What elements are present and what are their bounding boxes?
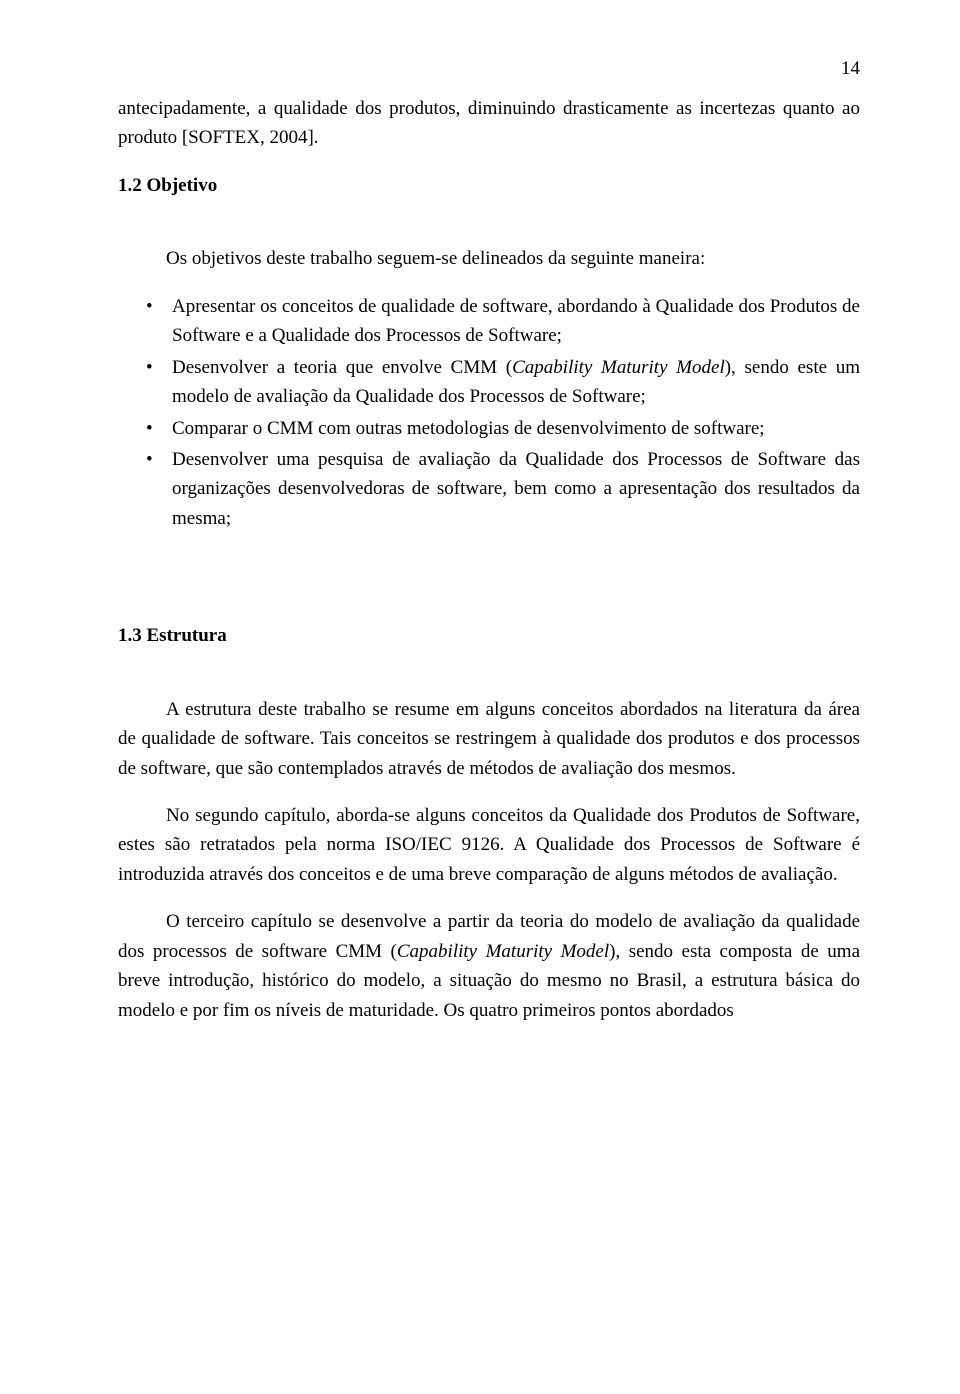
page: 14 antecipadamente, a qualidade dos prod… [0,0,960,1394]
heading-objetivo: 1.2 Objetivo [118,171,860,200]
list-item: Desenvolver a teoria que envolve CMM (Ca… [118,353,860,412]
section-gap [118,547,860,577]
paragraph-intro-continuation: antecipadamente, a qualidade dos produto… [118,94,860,153]
paragraph-estrutura-2: No segundo capítulo, aborda-se alguns co… [118,801,860,889]
list-item: Desenvolver uma pesquisa de avaliação da… [118,445,860,533]
page-content: antecipadamente, a qualidade dos produto… [118,94,860,1025]
paragraph-estrutura-3: O terceiro capítulo se desenvolve a part… [118,907,860,1025]
paragraph-objetivo-lead: Os objetivos deste trabalho seguem-se de… [118,244,860,273]
italic-text: Capability Maturity Model [512,357,725,378]
italic-text: Capability Maturity Model [397,941,609,962]
page-number: 14 [841,58,860,80]
heading-estrutura: 1.3 Estrutura [118,621,860,650]
paragraph-estrutura-1: A estrutura deste trabalho se resume em … [118,695,860,783]
list-item: Comparar o CMM com outras metodologias d… [118,414,860,443]
list-item: Apresentar os conceitos de qualidade de … [118,292,860,351]
objetivo-bullet-list: Apresentar os conceitos de qualidade de … [118,292,860,534]
